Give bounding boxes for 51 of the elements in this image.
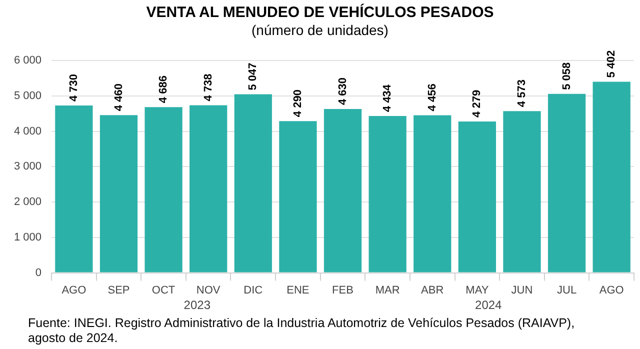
data-label: 4 738	[202, 74, 214, 102]
bar	[234, 94, 272, 272]
x-tick-label: NOV	[196, 284, 221, 296]
x-tick-label: SEP	[108, 284, 130, 296]
data-label: 4 630	[336, 78, 349, 106]
x-tick-label: OCT	[152, 284, 176, 296]
x-tick-label: AGO	[599, 284, 624, 296]
x-tick-label: JUN	[511, 284, 533, 296]
data-label: 4 730	[68, 74, 80, 102]
y-tick-label: 1 000	[14, 231, 42, 244]
bar	[503, 111, 541, 272]
text: 2023	[184, 298, 211, 312]
y-tick-label: 5 000	[14, 90, 42, 102]
x-tick-label: JUL	[557, 284, 577, 296]
bar	[279, 121, 317, 272]
y-tick-label: 3 000	[14, 160, 42, 173]
bar	[190, 105, 228, 272]
y-tick-label: 0	[35, 266, 42, 279]
y-tick-label: 6 000	[14, 54, 42, 67]
data-label: 4 456	[426, 84, 438, 112]
bar	[324, 109, 362, 272]
x-tick-label: FEB	[332, 284, 354, 296]
bar	[55, 106, 93, 272]
data-label: 4 279	[471, 90, 484, 118]
chart-title: VENTA AL MENUDEO DE VEHÍCULOS PESADOS	[145, 4, 495, 22]
data-label: 4 573	[516, 80, 528, 108]
data-label: 5 047	[247, 62, 260, 90]
source-note: Fuente: INEGI. Registro Administrativo de la Industria Automotriz de Vehículos Pesados (RAIAVP), agosto de 2024.	[28, 316, 576, 346]
data-label: 5 058	[560, 62, 573, 90]
data-label: 4 290	[292, 90, 304, 118]
y-tick-label: 2 000	[14, 196, 42, 208]
chart-subtitle: (número de unidades)	[250, 22, 390, 39]
data-label: 4 434	[382, 84, 394, 112]
data-label: 4 460	[112, 84, 125, 112]
bar	[144, 107, 182, 272]
y-tick-label: 4 000	[14, 125, 42, 138]
bar	[368, 116, 406, 272]
x-tick-label: AGO	[62, 284, 87, 296]
x-tick-label: ABR	[421, 284, 444, 296]
bar	[100, 115, 138, 272]
bar	[592, 82, 630, 272]
data-label: 5 402	[606, 50, 618, 78]
bar	[458, 121, 496, 272]
bar	[414, 115, 452, 272]
data-label: 4 686	[158, 76, 170, 104]
x-tick-label: DIC	[244, 284, 263, 296]
text: 2024	[475, 298, 502, 312]
x-tick-label: MAY	[466, 284, 490, 296]
x-tick-label: ENE	[286, 284, 310, 296]
bar	[548, 94, 586, 272]
x-tick-label: MAR	[375, 284, 400, 296]
